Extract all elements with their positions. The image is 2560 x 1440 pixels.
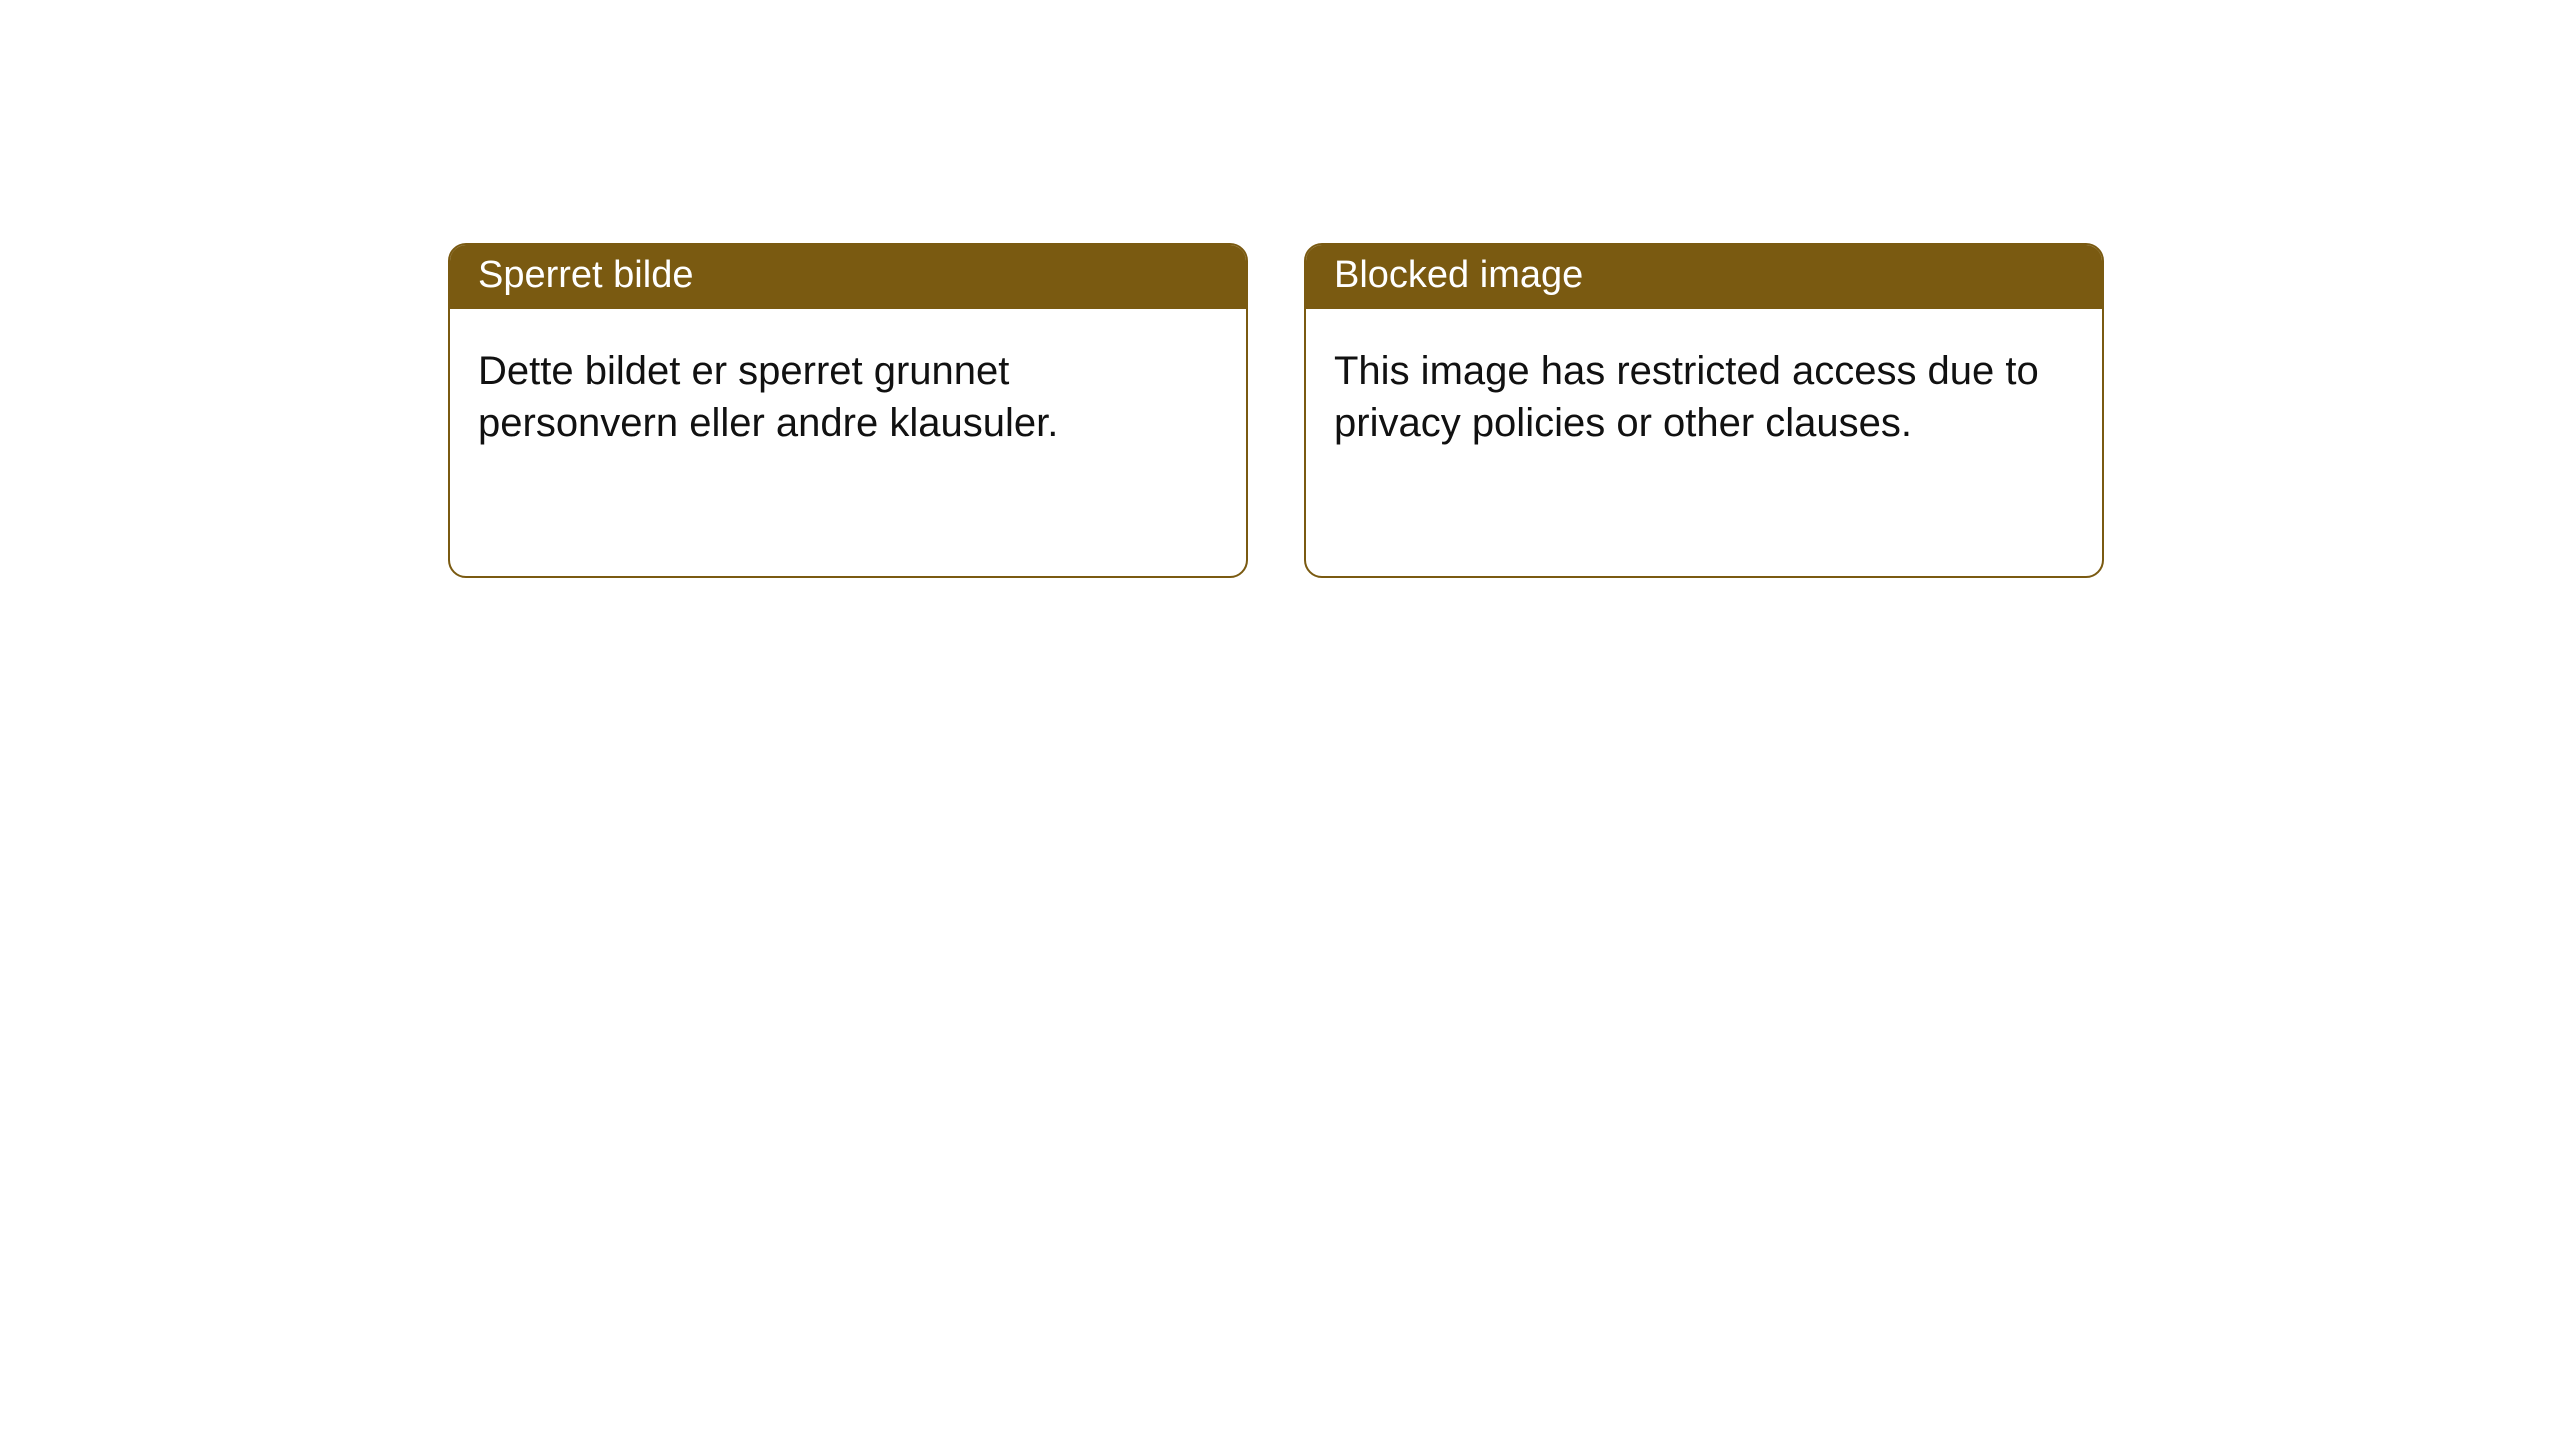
- card-body-text-no: Dette bildet er sperret grunnet personve…: [478, 349, 1058, 446]
- card-body-text-en: This image has restricted access due to …: [1334, 349, 2039, 446]
- card-body-en: This image has restricted access due to …: [1306, 309, 2102, 479]
- blocked-image-card-en: Blocked image This image has restricted …: [1304, 243, 2104, 578]
- card-header-no: Sperret bilde: [450, 245, 1246, 309]
- card-body-no: Dette bildet er sperret grunnet personve…: [450, 309, 1246, 479]
- card-header-text-en: Blocked image: [1334, 254, 1583, 296]
- card-header-en: Blocked image: [1306, 245, 2102, 309]
- blocked-image-card-no: Sperret bilde Dette bildet er sperret gr…: [448, 243, 1248, 578]
- card-header-text-no: Sperret bilde: [478, 254, 693, 296]
- notice-cards-container: Sperret bilde Dette bildet er sperret gr…: [0, 0, 2560, 578]
